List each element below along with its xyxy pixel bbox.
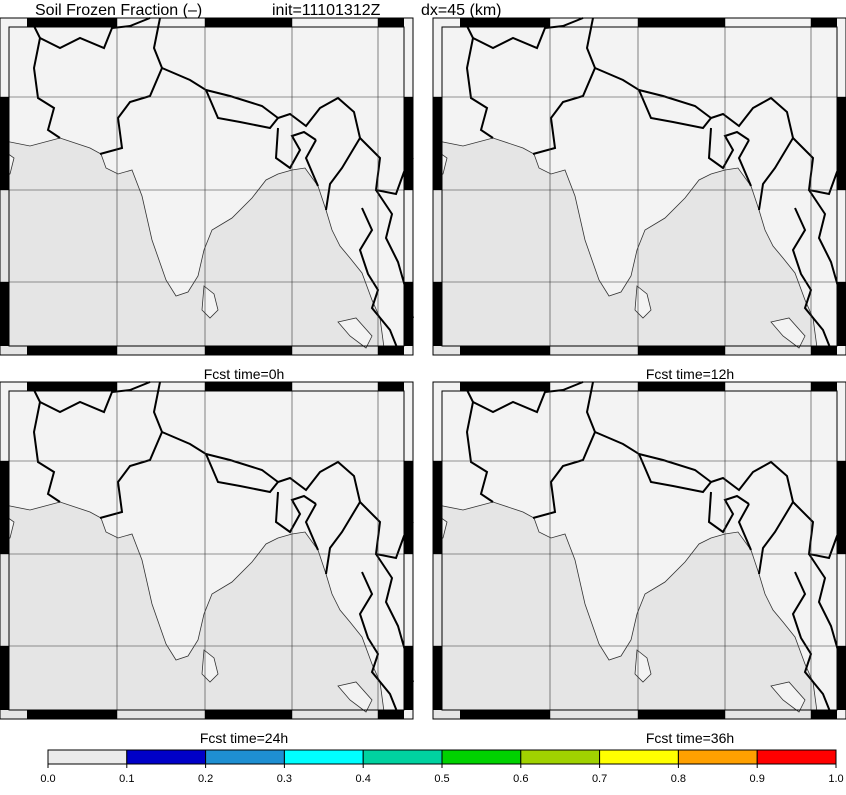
colorbar-tick-label: 0.6 <box>513 773 528 785</box>
colorbar-tick-label: 0.9 <box>750 773 765 785</box>
map-panel <box>0 381 414 720</box>
map-panel <box>432 17 846 356</box>
map-panel <box>432 381 846 720</box>
init-time: init=11101312Z <box>272 2 381 19</box>
colorbar-swatch <box>362 749 443 765</box>
colorbar-tick-label: 1.0 <box>828 773 843 785</box>
colorbar-tick-label: 0.7 <box>592 773 607 785</box>
colorbar-swatch <box>126 749 207 765</box>
colorbar-tick-label: 0.4 <box>356 773 371 785</box>
panel-label: Fcst time=0h <box>204 366 285 382</box>
colorbar-swatch <box>756 749 837 765</box>
colorbar-tick-label: 0.1 <box>119 773 134 785</box>
colorbar-swatch <box>283 749 364 765</box>
colorbar-swatch <box>677 749 758 765</box>
resolution: dx=45 (km) <box>421 2 501 19</box>
panel-label: Fcst time=36h <box>646 730 734 746</box>
colorbar-tick-label: 0.0 <box>40 773 55 785</box>
colorbar-tick-label: 0.5 <box>434 773 449 785</box>
colorbar-swatch <box>205 749 285 765</box>
colorbar-tick-label: 0.2 <box>198 773 213 785</box>
colorbar-swatch <box>599 749 679 765</box>
panel-label: Fcst time=12h <box>646 366 734 382</box>
title: Soil Frozen Fraction (–) <box>35 2 202 19</box>
colorbar-swatch <box>520 749 601 765</box>
colorbar-tick-label: 0.3 <box>277 773 292 785</box>
map-panel <box>0 17 414 356</box>
colorbar-swatch <box>47 749 128 765</box>
colorbar-tick-label: 0.8 <box>671 773 686 785</box>
panel-label: Fcst time=24h <box>200 730 288 746</box>
colorbar-swatch <box>441 749 522 765</box>
